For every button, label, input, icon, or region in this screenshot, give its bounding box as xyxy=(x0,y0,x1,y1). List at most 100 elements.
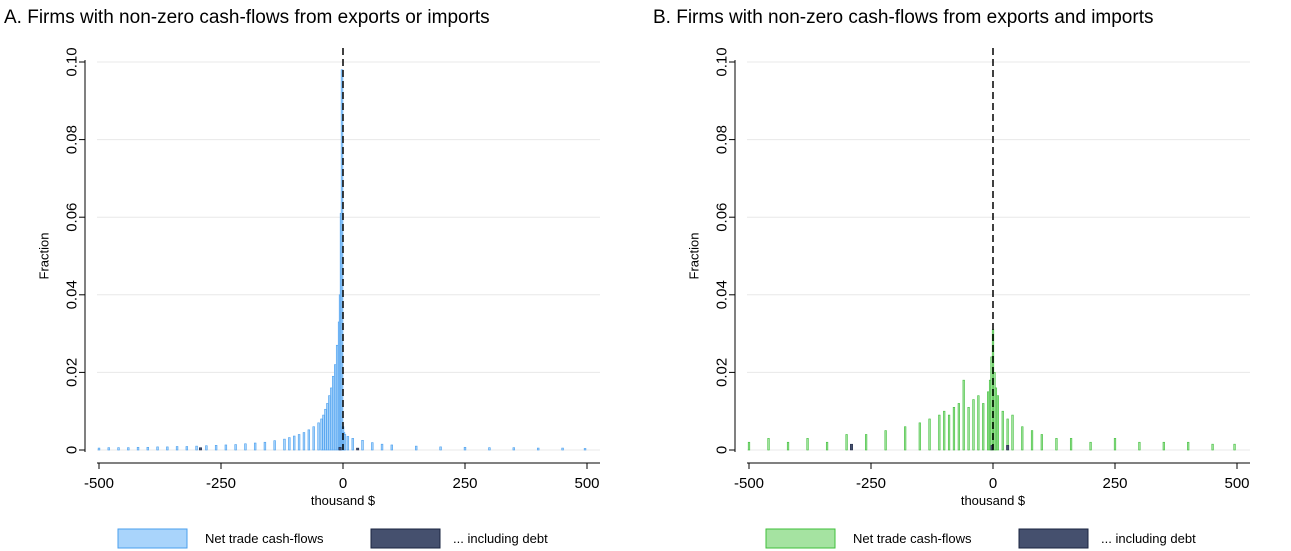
panel-a-debt-bar xyxy=(338,447,342,451)
panel-b-bar xyxy=(1138,441,1141,451)
panel-b-bar xyxy=(1162,441,1165,451)
panel-a-bar xyxy=(320,418,323,451)
panel-a-bar xyxy=(107,447,110,451)
panel-a-bar xyxy=(512,447,515,451)
panel-a-bar xyxy=(156,446,159,451)
panel-a-bar xyxy=(234,444,237,451)
panel-a-ytick-label: 0.02 xyxy=(64,358,81,387)
panel-b-bar xyxy=(786,441,790,451)
panel-a-bar xyxy=(371,442,374,451)
panel-b-bar xyxy=(987,391,990,451)
panel-a-bar xyxy=(253,442,257,451)
panel-a-x-axis-label: thousand $ xyxy=(311,493,376,508)
panel-a-bar xyxy=(205,445,208,451)
panel-b-bar xyxy=(1187,441,1190,451)
panel-a-bar xyxy=(307,429,311,451)
panel-a-legend-label-debt: ... including debt xyxy=(453,531,548,546)
panel-a-legend-label-net: Net trade cash-flows xyxy=(205,531,324,546)
panel-b-legend-label-debt: ... including debt xyxy=(1101,531,1196,546)
panel-b-bar xyxy=(957,403,960,451)
panel-b-bar xyxy=(967,407,970,451)
panel-a-bar xyxy=(343,434,347,451)
panel-b-ytick-label: 0.06 xyxy=(714,203,731,232)
panel-a-bar xyxy=(288,437,291,451)
panel-a-bar xyxy=(390,444,393,451)
panel-b-legend-label-net: Net trade cash-flows xyxy=(853,531,972,546)
panel-a-bar xyxy=(332,375,335,451)
panel-a-bar xyxy=(463,446,467,451)
panel-a-bar xyxy=(263,441,267,451)
panel-a-bar xyxy=(439,446,442,451)
panel-b-bar xyxy=(952,407,956,451)
panel-b-legend-swatch-debt xyxy=(1018,528,1089,549)
panel-b-bar xyxy=(947,414,951,451)
panel-b-bar xyxy=(943,410,946,451)
panel-a-debt-bar xyxy=(199,447,202,451)
panel-a-bar xyxy=(195,445,198,451)
panel-b-bar xyxy=(977,395,980,451)
panel-b-bar xyxy=(1011,414,1014,451)
panel-b-ytick-label: 0 xyxy=(714,446,731,454)
panel-a-ytick-label: 0.06 xyxy=(64,203,81,232)
panel-a-bar xyxy=(326,403,329,451)
panel-a-bar xyxy=(330,387,333,451)
panel-b-bar xyxy=(747,441,751,451)
panel-a-title: A. Firms with non-zero cash-flows from e… xyxy=(4,7,490,28)
panel-b-debt-bar xyxy=(850,443,853,451)
panel-a-bar xyxy=(117,447,120,451)
panel-b-bar xyxy=(865,434,868,451)
panel-a-ytick-label: 0.08 xyxy=(64,125,81,154)
panel-a-bar xyxy=(488,447,491,451)
panel-a-xtick-label: -250 xyxy=(206,475,236,492)
panel-b-x-axis-label: thousand $ xyxy=(961,493,1026,508)
panel-a-bar xyxy=(297,434,301,451)
panel-b-xtick-label: -250 xyxy=(856,475,886,492)
panel-a-xtick-label: 0 xyxy=(339,475,347,492)
panel-b-bar xyxy=(845,434,848,451)
panel-a-bar xyxy=(244,443,247,451)
panel-a-bar xyxy=(561,447,564,451)
panel-a-bar xyxy=(283,438,286,451)
panel-b-bar xyxy=(825,441,829,451)
panel-a-bar xyxy=(322,414,325,451)
panel-a-bar xyxy=(146,446,149,451)
panel-a-legend-swatch-debt xyxy=(370,528,441,549)
panel-b-bar xyxy=(996,395,999,451)
panel-a-bar xyxy=(324,408,327,451)
panel-a-bar xyxy=(380,443,384,451)
panel-a-bar xyxy=(175,446,179,451)
panel-b-bar xyxy=(982,403,985,451)
panel-a-bar xyxy=(334,364,337,451)
panel-a-bar xyxy=(415,445,418,451)
panel-a-bar xyxy=(583,448,587,451)
panel-b-ytick-label: 0.02 xyxy=(714,358,731,387)
panel-a-ytick-label: 0.10 xyxy=(64,47,81,76)
panel-a-xtick-label: 250 xyxy=(452,475,477,492)
panel-a-bar xyxy=(335,344,339,451)
panel-b-debt-bar xyxy=(1006,445,1010,451)
panel-a-y-axis-label: Fraction xyxy=(37,233,52,280)
panel-a-debt-bar xyxy=(356,447,360,451)
panel-a-xtick-label: 500 xyxy=(574,475,599,492)
panel-b-bar xyxy=(1211,443,1214,451)
panel-a-bar xyxy=(214,445,218,451)
panel-a-ytick-label: 0.04 xyxy=(64,280,81,309)
panel-b-xtick-label: -500 xyxy=(734,475,764,492)
panel-b-bar xyxy=(1055,438,1058,451)
panel-b-y-axis-label: Fraction xyxy=(687,233,702,280)
panel-a-bar xyxy=(127,447,130,451)
panel-a-legend-swatch-net xyxy=(117,528,188,549)
panel-a-xtick-label: -500 xyxy=(84,475,114,492)
panel-a-bar xyxy=(302,432,306,451)
panel-a-bar xyxy=(346,436,350,451)
panel-b-bar xyxy=(1069,438,1073,451)
panel-b-bar xyxy=(1040,434,1043,451)
panel-b-xtick-label: 250 xyxy=(1102,475,1127,492)
panel-b-bar xyxy=(938,414,941,451)
panel-a-bar xyxy=(312,426,315,451)
panel-a-ytick-label: 0 xyxy=(64,446,81,454)
panel-a-bar xyxy=(351,438,354,451)
panel-b-bar xyxy=(767,438,770,451)
panel-b-bar xyxy=(1021,426,1024,451)
